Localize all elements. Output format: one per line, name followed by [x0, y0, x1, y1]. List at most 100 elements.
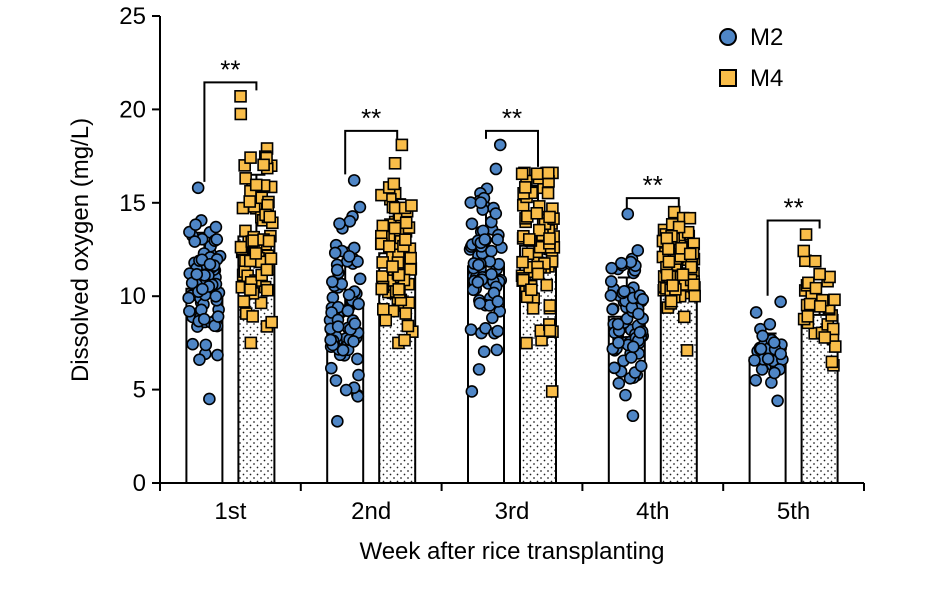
data-point-m2 [768, 366, 781, 380]
data-point-m2 [636, 293, 650, 306]
data-point-m4 [684, 260, 698, 274]
data-point-m2 [606, 303, 619, 316]
significance-bracket [485, 129, 539, 167]
data-point-m2 [339, 383, 353, 397]
data-point-m2 [749, 306, 763, 319]
data-point-m2 [473, 297, 487, 310]
data-point-m2 [489, 162, 503, 176]
data-point-m4 [688, 289, 701, 303]
y-axis-label: Dissolved oxygen (mg/L) [67, 118, 94, 382]
data-point-m2 [465, 217, 479, 231]
data-point-m2 [767, 336, 781, 349]
data-point-m4 [405, 199, 418, 212]
data-point-m2 [749, 374, 763, 387]
data-point-m2 [626, 340, 640, 354]
y-tick-label: 5 [133, 377, 146, 404]
data-point-m2 [489, 207, 503, 220]
data-point-m4 [543, 299, 557, 312]
data-point-m2 [472, 258, 485, 272]
data-point-m4 [243, 195, 257, 208]
x-tick-label: 5th [777, 498, 810, 525]
data-point-m2 [608, 361, 621, 375]
data-point-m4 [828, 340, 842, 353]
data-point-m2 [633, 326, 647, 339]
data-point-m4 [801, 310, 815, 323]
data-point-m2 [343, 214, 357, 228]
data-point-m2 [471, 275, 485, 289]
data-point-m2 [493, 138, 507, 152]
data-point-m2 [464, 323, 478, 336]
data-point-m4 [239, 172, 252, 185]
axes [159, 16, 864, 484]
data-point-m4 [260, 263, 274, 277]
data-point-m2 [210, 233, 224, 246]
data-point-m4 [808, 254, 822, 268]
significance-label: ** [220, 54, 240, 84]
data-point-m4 [234, 240, 248, 254]
significance-layer: ** ** ** ** ** [203, 54, 821, 296]
data-point-m4 [263, 210, 277, 224]
data-point-m4 [261, 283, 274, 297]
data-point-m2 [634, 359, 648, 373]
data-point-m4 [540, 278, 554, 292]
data-point-m4 [541, 186, 555, 200]
data-point-m4 [666, 279, 680, 292]
data-point-m4 [399, 216, 413, 230]
data-point-m4 [265, 315, 278, 329]
data-point-m4 [818, 331, 832, 344]
data-point-m2 [186, 337, 199, 351]
data-point-m2 [472, 363, 486, 376]
data-point-m2 [347, 335, 360, 348]
data-point-m4 [392, 283, 405, 296]
data-point-m4 [395, 138, 409, 152]
data-point-m4 [520, 336, 533, 350]
y-tick-label: 0 [133, 470, 146, 497]
data-point-m4 [813, 300, 827, 313]
data-point-m4 [399, 307, 413, 320]
data-point-m2 [203, 392, 216, 406]
data-point-m2 [352, 368, 365, 382]
data-point-m4 [797, 244, 811, 258]
error-bars-layer [195, 173, 829, 358]
data-point-m2 [331, 320, 345, 333]
data-point-m4 [375, 188, 388, 202]
data-point-m2 [465, 385, 479, 398]
significance-label: ** [643, 170, 663, 200]
data-point-m2 [342, 288, 356, 302]
data-point-m4 [526, 302, 540, 315]
data-point-m2 [189, 218, 202, 231]
y-tick-label: 10 [119, 283, 146, 310]
data-point-m2 [324, 333, 337, 347]
data-point-m2 [612, 336, 625, 349]
data-point-m4 [388, 156, 402, 170]
data-point-m2 [331, 415, 344, 428]
data-point-m4 [518, 181, 532, 194]
data-point-m2 [330, 263, 344, 277]
y-tick-label: 15 [119, 190, 146, 217]
data-point-m2 [485, 267, 498, 281]
legend-m4-marker [719, 69, 737, 87]
significance-bracket [344, 129, 399, 175]
data-point-m4 [257, 158, 270, 172]
data-point-m2 [196, 282, 209, 296]
data-point-m2 [211, 348, 224, 362]
data-point-m4 [545, 385, 559, 398]
data-point-m4 [249, 178, 263, 192]
significance-label: ** [502, 103, 522, 133]
data-point-m4 [543, 232, 556, 245]
data-point-m2 [624, 351, 638, 364]
data-point-m4 [404, 263, 417, 276]
data-point-m2 [342, 250, 356, 263]
data-point-m2 [191, 181, 205, 195]
data-point-m4 [517, 273, 530, 287]
data-point-m2 [605, 261, 618, 275]
data-point-m4 [662, 242, 675, 256]
data-point-m2 [193, 353, 206, 366]
data-point-m4 [234, 90, 247, 103]
data-point-m2 [755, 363, 769, 376]
data-point-m2 [756, 329, 769, 343]
data-point-m4 [382, 240, 396, 253]
data-point-m2 [612, 377, 626, 390]
data-point-m4 [672, 220, 686, 234]
data-point-m4 [386, 260, 399, 273]
